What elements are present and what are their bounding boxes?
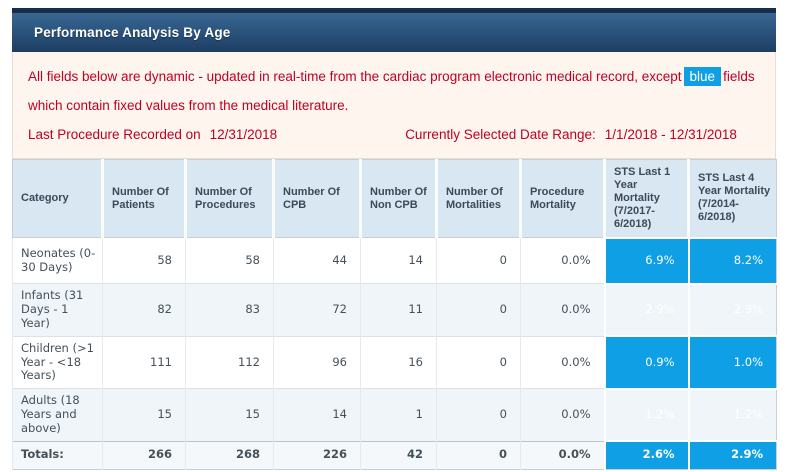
sts-mortality-cell: 2.9% [687, 440, 777, 470]
value-cell: 0 [436, 283, 521, 337]
category-cell: Adults (18 Years and above) [12, 388, 103, 442]
column-header: Number Of Patients [101, 159, 186, 239]
value-cell: 0.0% [520, 283, 605, 337]
sts-mortality-cell: 1.2% [603, 387, 689, 442]
table-body: Neonates (0-30 Days) 58 58 44 14 0 0.0% 6.9% 8.2… [12, 236, 777, 470]
table-row: Infants (31 Days - 1 Year) 82 83 72 11 0 0.0% 2… [12, 282, 777, 337]
sts-mortality-cell: 1.2% [687, 387, 777, 442]
sts-mortality-cell: 2.6% [603, 440, 689, 470]
category-cell: Children (>1 Year - <18 Years) [12, 335, 103, 389]
date-range-label: Currently Selected Date Range: [405, 127, 596, 142]
value-cell: 44 [273, 237, 361, 284]
sts-mortality-cell: 0.9% [603, 335, 689, 389]
value-cell: 0.0% [520, 237, 605, 284]
date-info-line: Last Procedure Recorded on 12/31/2018 Curr… [28, 120, 761, 149]
value-cell: 266 [102, 440, 186, 470]
value-cell: 15 [185, 388, 274, 442]
value-cell: 15 [102, 388, 186, 442]
page-title: Performance Analysis By Age [34, 25, 231, 40]
column-header: Number Of CPB [272, 159, 361, 239]
column-header: Category [12, 159, 103, 239]
analysis-table: Category Number Of Patients Number Of Proc… [12, 159, 777, 470]
notice-area: All fields below are dynamic - updated i… [12, 52, 776, 159]
notice-text: All fields below are dynamic - updated i… [28, 62, 761, 120]
value-cell: 0.0% [520, 440, 605, 470]
value-cell: 0.0% [520, 388, 605, 442]
value-cell: 226 [273, 440, 361, 470]
value-cell: 0.0% [520, 335, 605, 389]
date-range-value: 1/1/2018 - 12/31/2018 [604, 127, 737, 142]
column-header: Procedure Mortality [519, 159, 605, 239]
sts-mortality-cell: 6.9% [603, 236, 689, 284]
value-cell: 82 [102, 283, 186, 337]
table-row: Neonates (0-30 Days) 58 58 44 14 0 0.0% 6.9% 8.2… [12, 236, 777, 284]
sts-mortality-cell: 8.2% [687, 236, 777, 284]
value-cell: 0 [436, 335, 521, 389]
table-row: Children (>1 Year - <18 Years) 111 112 96 16… [12, 335, 777, 389]
header-row: Category Number Of Patients Number Of Proc… [12, 159, 777, 239]
title-bar: Performance Analysis By Age [12, 8, 776, 52]
totals-row: Totals: 266 268 226 42 0 0.0% 2.6% 2.9% [12, 440, 777, 470]
table-header: Category Number Of Patients Number Of Proc… [12, 159, 777, 239]
value-cell: 96 [273, 335, 361, 389]
notice-suffix: fields which contain fixed values from t… [28, 69, 755, 113]
sts-mortality-cell: 2.9% [687, 282, 777, 337]
value-cell: 72 [273, 283, 361, 337]
performance-analysis-panel: Performance Analysis By Age All fields b… [12, 8, 777, 470]
value-cell: 16 [360, 335, 437, 389]
column-header: STS Last 1 Year Mortality (7/2017-6/2018… [603, 159, 689, 239]
value-cell: 11 [360, 283, 437, 337]
column-header: Number Of Mortalities [435, 159, 521, 239]
value-cell: 83 [185, 283, 274, 337]
sts-mortality-cell: 1.0% [687, 335, 777, 389]
value-cell: 14 [273, 388, 361, 442]
column-header: Number Of Procedures [184, 159, 274, 239]
value-cell: 112 [185, 335, 274, 389]
value-cell: 0 [436, 388, 521, 442]
value-cell: 58 [102, 237, 186, 284]
column-header: STS Last 4 Year Mortality (7/2014-6/2018… [687, 159, 777, 239]
table-row: Adults (18 Years and above) 15 15 14 1 0 0.0% 1… [12, 387, 777, 442]
notice-prefix: All fields below are dynamic - updated i… [28, 69, 682, 84]
value-cell: 42 [360, 440, 437, 470]
value-cell: 111 [102, 335, 186, 389]
category-cell: Infants (31 Days - 1 Year) [12, 283, 103, 337]
value-cell: 58 [185, 237, 274, 284]
value-cell: 0 [436, 237, 521, 284]
category-cell: Totals: [12, 440, 103, 470]
column-header: Number Of Non CPB [359, 159, 437, 239]
sts-mortality-cell: 2.9% [603, 282, 689, 337]
last-procedure-label: Last Procedure Recorded on [28, 127, 201, 142]
blue-chip: blue [683, 67, 722, 86]
category-cell: Neonates (0-30 Days) [12, 237, 103, 284]
value-cell: 1 [360, 388, 437, 442]
value-cell: 14 [360, 237, 437, 284]
value-cell: 268 [185, 440, 274, 470]
value-cell: 0 [436, 440, 521, 470]
last-procedure-date: 12/31/2018 [209, 127, 278, 142]
